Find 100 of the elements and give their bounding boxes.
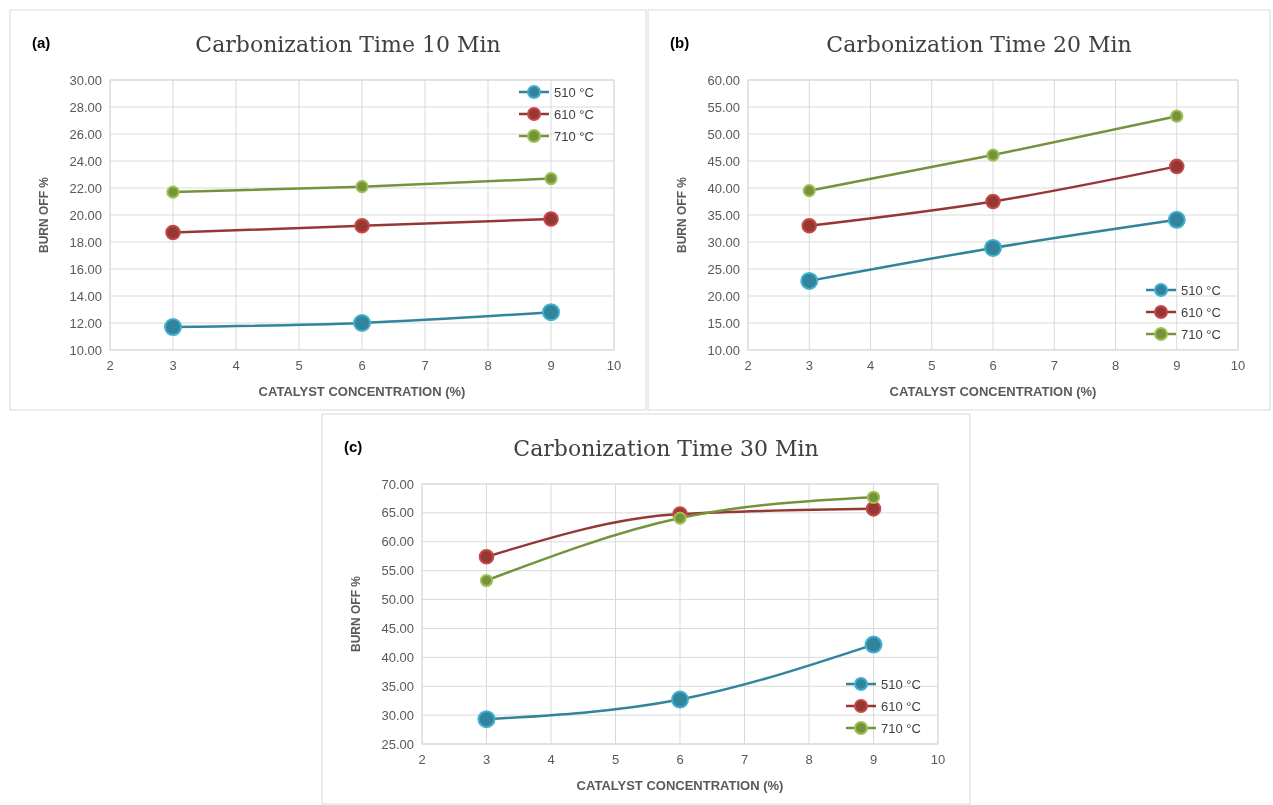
x-tick-label: 9 [547, 358, 555, 373]
legend-label: 710 °C [881, 720, 921, 736]
point [801, 218, 818, 234]
x-axis-title: CATALYST CONCENTRATION (%) [576, 778, 784, 793]
y-tick-label: 30.00 [707, 234, 740, 250]
chart-title: Carbonization Time 20 Min [826, 32, 1132, 57]
point [353, 314, 371, 332]
x-tick-label: 9 [1173, 358, 1181, 373]
chart-title: Carbonization Time 30 Min [513, 436, 819, 461]
text: (c) [344, 438, 363, 455]
chart-title: Carbonization Time 10 Min [195, 32, 501, 57]
y-tick-label: 55.00 [707, 99, 740, 115]
y-tick-label: 50.00 [381, 592, 414, 608]
x-tick-label: 7 [421, 358, 429, 373]
point [864, 635, 883, 654]
y-tick-label: 18.00 [69, 234, 102, 250]
point [800, 271, 819, 290]
y-tick-label: 50.00 [707, 126, 740, 142]
y-tick-label: 26.00 [69, 126, 102, 142]
y-tick-label: 40.00 [381, 649, 414, 665]
point [165, 224, 181, 241]
y-tick-label: 10.00 [707, 342, 740, 358]
y-tick-label: 28.00 [69, 99, 102, 115]
legend-label: 610 °C [554, 106, 594, 122]
x-tick-label: 4 [547, 752, 555, 767]
y-tick-label: 30.00 [381, 707, 414, 723]
y-tick-label: 20.00 [707, 288, 740, 304]
x-tick-label: 7 [1050, 358, 1058, 373]
point [355, 180, 369, 194]
point [866, 490, 881, 504]
x-tick-label: 8 [805, 752, 813, 767]
point [986, 148, 1000, 162]
y-tick-label: 45.00 [707, 153, 740, 169]
x-tick-label: 8 [484, 358, 492, 373]
legend-label: 510 °C [881, 676, 921, 692]
x-tick-label: 4 [232, 358, 240, 373]
x-tick-label: 5 [928, 358, 936, 373]
y-tick-label: 14.00 [69, 288, 102, 304]
y-tick-label: 12.00 [69, 315, 102, 331]
point [671, 690, 689, 709]
point [544, 171, 558, 186]
y-tick-label: 30.00 [69, 72, 102, 88]
legend-label: 610 °C [1181, 304, 1221, 320]
point [985, 193, 1001, 210]
y-tick-label: 40.00 [707, 180, 740, 196]
x-tick-label: 2 [106, 358, 114, 373]
y-tick-label: 10.00 [69, 342, 102, 358]
y-tick-label: 65.00 [381, 505, 414, 521]
x-tick-label: 5 [611, 752, 620, 767]
point [1167, 210, 1186, 229]
legend-label: 510 °C [554, 84, 594, 100]
x-axis-title: CATALYST CONCENTRATION (%) [889, 384, 1097, 399]
y-tick-label: 60.00 [707, 72, 740, 88]
x-tick-label: 3 [805, 358, 813, 373]
x-tick-label: 10 [930, 752, 946, 767]
y-tick-label: 20.00 [69, 207, 102, 223]
y-tick-label: 24.00 [69, 153, 102, 169]
y-tick-label: 16.00 [69, 261, 102, 277]
point [477, 710, 496, 729]
y-tick-label: 35.00 [707, 207, 740, 223]
x-tick-label: 6 [358, 358, 366, 373]
x-tick-label: 2 [418, 752, 426, 767]
legend-label: 710 °C [554, 128, 594, 144]
x-tick-label: 7 [740, 752, 749, 767]
point [354, 218, 370, 234]
x-tick-label: 4 [866, 358, 875, 373]
point [543, 211, 559, 227]
x-tick-label: 8 [1111, 358, 1120, 373]
y-tick-label: 22.00 [69, 180, 102, 196]
point [1170, 109, 1184, 123]
text: (b) [670, 34, 690, 51]
y-tick-label: 25.00 [707, 261, 740, 277]
y-tick-label: 45.00 [381, 620, 414, 636]
legend-label: 710 °C [1181, 326, 1221, 342]
x-tick-label: 6 [676, 752, 684, 767]
point [166, 185, 180, 199]
y-tick-label: 70.00 [381, 476, 414, 492]
y-tick-label: 35.00 [381, 678, 414, 694]
y-tick-label: 55.00 [381, 563, 414, 579]
point [673, 511, 687, 525]
point [984, 238, 1002, 257]
y-axis-title: BURN OFF % [37, 176, 51, 253]
x-tick-label: 9 [869, 752, 878, 767]
x-tick-label: 3 [169, 358, 177, 373]
x-tick-label: 5 [295, 358, 303, 373]
point [802, 184, 816, 198]
y-axis-title: BURN OFF % [349, 575, 363, 652]
x-axis-title: CATALYST CONCENTRATION (%) [258, 384, 466, 399]
y-axis-title: BURN OFF % [675, 176, 689, 253]
x-tick-label: 6 [989, 358, 997, 373]
point [478, 549, 495, 565]
point [164, 318, 182, 337]
legend-label: 610 °C [881, 698, 921, 714]
text: (a) [32, 34, 51, 51]
x-tick-label: 2 [744, 358, 752, 373]
point [1168, 158, 1185, 175]
y-tick-label: 60.00 [381, 534, 414, 550]
point [542, 303, 560, 322]
point [865, 501, 882, 517]
x-tick-label: 10 [606, 358, 622, 373]
